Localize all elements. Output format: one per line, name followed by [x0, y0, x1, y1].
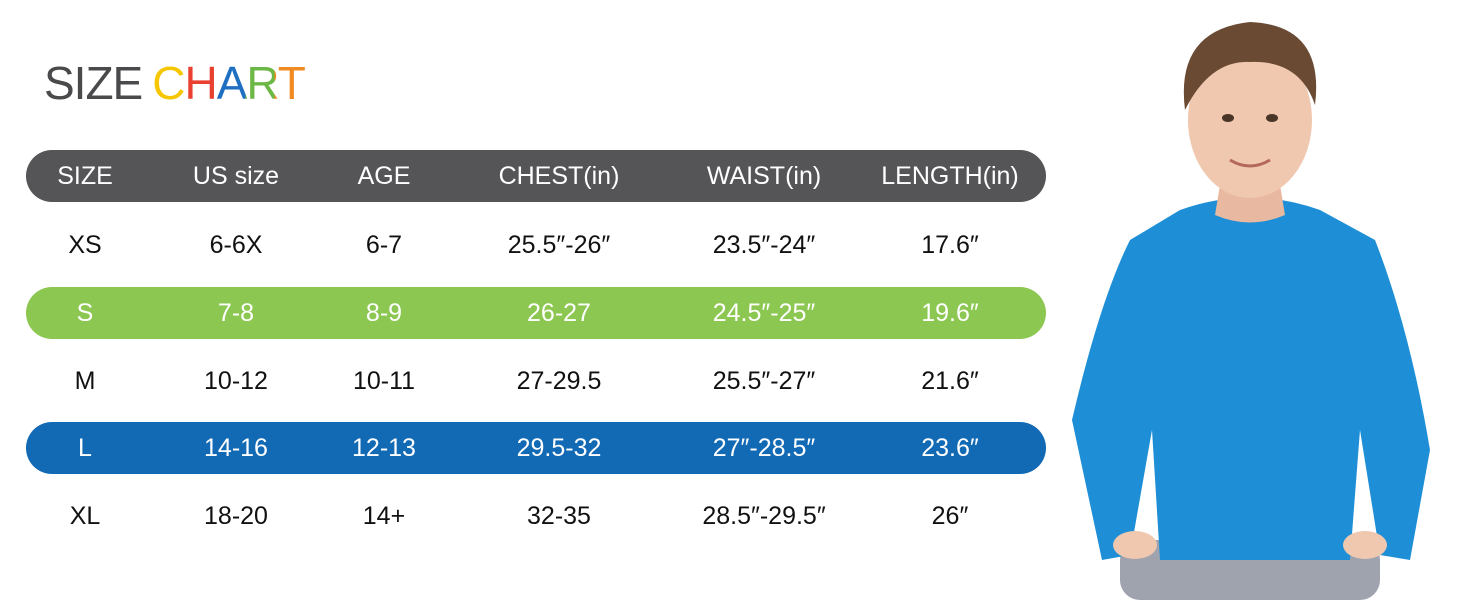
- cell: 27-29.5: [516, 367, 602, 395]
- cell: US size: [192, 162, 280, 190]
- face: [1188, 42, 1312, 198]
- hand: [1113, 531, 1157, 559]
- cell: 21.6″: [921, 367, 979, 395]
- cell: 18-20: [204, 502, 268, 530]
- cell: L: [78, 434, 92, 462]
- shirt: [1072, 197, 1430, 560]
- cell: 14-16: [204, 434, 268, 462]
- cell: XL: [69, 502, 101, 530]
- cell: 10-11: [352, 367, 416, 395]
- header-row: SIZE US size AGE CHEST(in) WAIST(in) LENGTH(i…: [26, 150, 1046, 202]
- cell: 27″-28.5″: [712, 434, 816, 462]
- cell: 26″: [931, 502, 969, 530]
- cell: WAIST(in): [706, 162, 822, 190]
- table-row: M 10-12 10-11 27-29.5 25.5″-27″ 21.6″: [26, 355, 1046, 407]
- title: SIZE CHART: [44, 56, 306, 110]
- cell: LENGTH(in): [881, 162, 1019, 190]
- cell: 8-9: [365, 299, 403, 327]
- cell: 17.6″: [921, 231, 979, 259]
- cell: 28.5″-29.5″: [702, 502, 826, 530]
- eye: [1266, 114, 1278, 122]
- title-word: CHART: [152, 57, 306, 109]
- cell: 32-35: [527, 502, 591, 530]
- cell: CHEST(in): [498, 162, 620, 190]
- cell: M: [74, 367, 96, 395]
- cell: 23.5″-24″: [712, 231, 816, 259]
- model-photo: [1072, 22, 1430, 600]
- cell: 19.6″: [921, 299, 979, 327]
- cell: 6-6X: [209, 231, 263, 259]
- title-word: SIZE: [44, 57, 143, 109]
- hand: [1343, 531, 1387, 559]
- cell: 29.5-32: [516, 434, 602, 462]
- cell: 12-13: [352, 434, 416, 462]
- cell: 25.5″-27″: [712, 367, 816, 395]
- eye: [1222, 114, 1234, 122]
- cell: 25.5″-26″: [507, 231, 611, 259]
- cell: 6-7: [365, 231, 403, 259]
- cell: XS: [68, 231, 102, 259]
- cell: 24.5″-25″: [712, 299, 816, 327]
- cell: 10-12: [204, 367, 268, 395]
- hair: [1183, 22, 1317, 110]
- smile: [1229, 158, 1271, 168]
- cell: SIZE: [57, 162, 113, 190]
- cell: AGE: [357, 162, 411, 190]
- table-row: L 14-16 12-13 29.5-32 27″-28.5″ 23.6″: [26, 422, 1046, 474]
- cell: 23.6″: [921, 434, 979, 462]
- cell: 14+: [362, 502, 406, 530]
- cell: S: [76, 299, 94, 327]
- table-row: XS 6-6X 6-7 25.5″-26″ 23.5″-24″ 17.6″: [26, 219, 1046, 271]
- table-row: XL 18-20 14+ 32-35 28.5″-29.5″ 26″: [26, 490, 1046, 542]
- cell: 26-27: [527, 299, 591, 327]
- table-row: S 7-8 8-9 26-27 24.5″-25″ 19.6″: [26, 287, 1046, 339]
- cell: 7-8: [217, 299, 255, 327]
